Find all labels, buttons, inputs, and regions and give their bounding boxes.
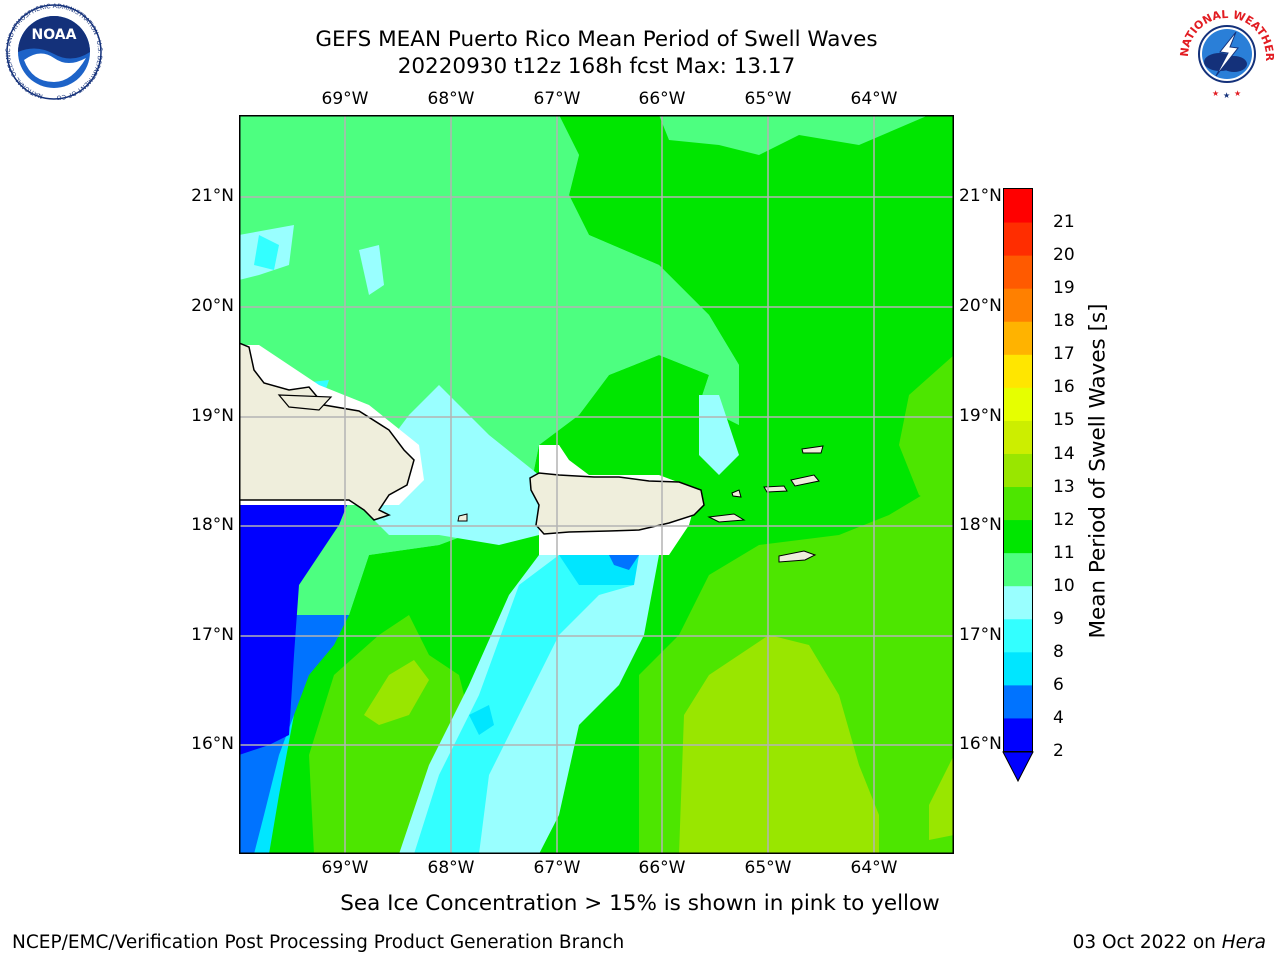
lat-tick-right: 17°N	[959, 625, 1002, 645]
colorbar-tick-label: 17	[1053, 344, 1075, 365]
lon-tick-bottom: 64°W	[850, 858, 898, 878]
lon-tick-bottom: 66°W	[638, 858, 686, 878]
colorbar-label: Mean Period of Swell Waves [s]	[1085, 303, 1111, 639]
colorbar-tick-label: 15	[1053, 410, 1075, 431]
lat-tick-left: 17°N	[191, 625, 234, 645]
lon-tick-top: 64°W	[850, 89, 898, 109]
lat-tick-left: 21°N	[191, 186, 234, 206]
footer-date-text: 03 Oct 2022 on	[1072, 932, 1216, 953]
field-below-2	[239, 500, 349, 755]
noaa-logo-text: NOAA	[32, 27, 77, 43]
colorbar-tick-label: 16	[1053, 377, 1075, 398]
lat-tick-right: 18°N	[959, 515, 1002, 535]
colorbar-tick-label: 2	[1053, 741, 1064, 761]
colorbar-tick-label: 19	[1053, 278, 1075, 299]
lat-tick-right: 16°N	[959, 734, 1002, 754]
footer-credit: NCEP/EMC/Verification Post Processing Pr…	[12, 932, 625, 953]
field-6-8	[414, 555, 634, 854]
colorbar-tick-label: 9	[1053, 608, 1064, 629]
lat-tick-right: 19°N	[959, 406, 1002, 426]
colorbar-tick-label: 13	[1053, 476, 1075, 497]
colorbar-tick-label: 18	[1053, 311, 1075, 332]
noaa-logo: NATIONAL OCEANIC AND ATMOSPHERIC ADMINIS…	[2, 2, 103, 100]
colorbar-tick-label: 6	[1053, 674, 1064, 695]
map-subtitle: 20220930 t12z 168h fcst Max: 13.17	[397, 54, 796, 79]
svg-text:★: ★	[1223, 91, 1230, 100]
colorbar-tick-label: 10	[1053, 575, 1075, 596]
colorbar	[1002, 188, 1034, 783]
lat-tick-left: 16°N	[191, 734, 234, 754]
colorbar-band	[1003, 222, 1033, 256]
lon-tick-top: 68°W	[427, 89, 475, 109]
lat-tick-left: 20°N	[191, 296, 234, 316]
colorbar-band	[1003, 354, 1033, 388]
colorbar-tick-label: 21	[1053, 212, 1075, 233]
graticule	[239, 115, 954, 854]
lon-tick-top: 66°W	[638, 89, 686, 109]
footer-date: 03 Oct 2022 on Hera	[1073, 932, 1266, 953]
colorbar-tick-label: 20	[1053, 245, 1075, 266]
lon-tick-bottom: 68°W	[427, 858, 475, 878]
colorbar-band	[1003, 651, 1033, 686]
lat-tick-left: 19°N	[191, 406, 234, 426]
colorbar-band	[1003, 288, 1033, 322]
nws-logo: NATIONAL WEATHER SERVICE ★ ★ ★	[1176, 2, 1276, 100]
lon-tick-bottom: 65°W	[744, 858, 792, 878]
map-frame	[239, 115, 954, 854]
lat-tick-left: 18°N	[191, 515, 234, 535]
colorbar-band	[1003, 618, 1033, 653]
colorbar-tick-label: 4	[1053, 707, 1064, 728]
colorbar-tick-label: 12	[1053, 509, 1075, 530]
colorbar-frame	[1003, 188, 1033, 752]
colorbar-band	[1003, 453, 1033, 488]
lat-tick-right: 21°N	[959, 186, 1002, 206]
puerto-rico-land	[529, 472, 705, 535]
colorbar-band	[1003, 387, 1033, 421]
hispaniola-land	[239, 342, 415, 521]
colorbar-tick-label: 11	[1053, 542, 1075, 563]
map-title: GEFS MEAN Puerto Rico Mean Period of Swe…	[315, 27, 878, 52]
colorbar-band	[1003, 552, 1033, 587]
lon-tick-bottom: 67°W	[533, 858, 581, 878]
colorbar-tick-label: 14	[1053, 443, 1075, 464]
colorbar-band	[1003, 189, 1033, 223]
footer-machine: Hera	[1221, 932, 1266, 953]
lon-tick-bottom: 69°W	[321, 858, 369, 878]
colorbar-band	[1003, 321, 1033, 355]
sea-ice-note: Sea Ice Concentration > 15% is shown in …	[340, 891, 940, 916]
svg-text:★: ★	[1234, 89, 1241, 98]
lon-tick-top: 67°W	[533, 89, 581, 109]
colorbar-band	[1003, 519, 1033, 554]
colorbar-band	[1003, 684, 1033, 719]
colorbar-band	[1003, 717, 1033, 752]
colorbar-tick-label: 8	[1053, 641, 1064, 662]
lon-tick-top: 65°W	[744, 89, 792, 109]
lon-tick-top: 69°W	[321, 89, 369, 109]
colorbar-band	[1003, 486, 1033, 521]
colorbar-band	[1003, 585, 1033, 620]
svg-text:★: ★	[1212, 89, 1219, 98]
colorbar-extend-triangle	[1002, 751, 1034, 783]
colorbar-band	[1003, 255, 1033, 289]
swell-period-map	[239, 115, 954, 854]
lat-tick-right: 20°N	[959, 296, 1002, 316]
colorbar-band	[1003, 420, 1033, 454]
